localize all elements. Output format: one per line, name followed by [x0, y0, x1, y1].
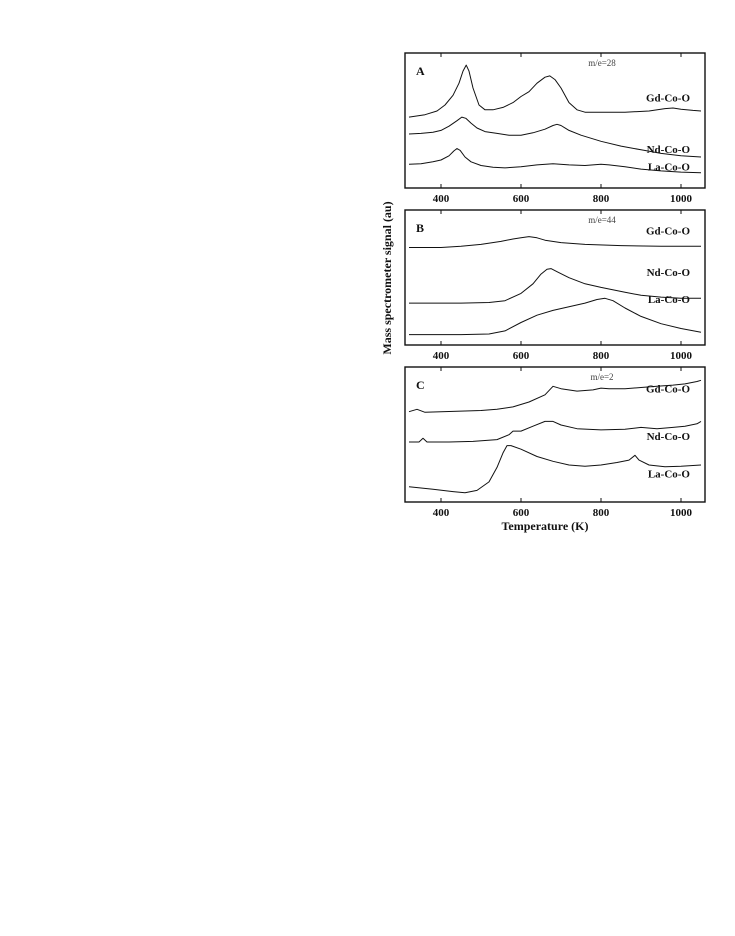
x-tick-label: 600: [513, 350, 530, 362]
x-tick-label: 400: [433, 507, 450, 519]
x-tick-label: 800: [593, 507, 610, 519]
series-label-la-co-o: La-Co-O: [648, 294, 691, 306]
series-line-gd-co-o: [408, 379, 702, 413]
x-tick-label: 800: [593, 350, 610, 362]
panel-a: Am/e=28 Gd-Co-O Nd-Co-O La-Co-O 400 600 800 100…: [404, 52, 706, 205]
panel-letter: B: [416, 221, 424, 235]
series-line-la-co-o: [409, 297, 702, 336]
series-line-nd-co-o: [409, 420, 702, 443]
x-tick-label: 400: [433, 193, 450, 205]
series-label-nd-co-o: Nd-Co-O: [647, 144, 691, 156]
x-tick-label: 400: [433, 350, 450, 362]
x-tick-label: 600: [513, 193, 530, 205]
series-line-nd-co-o: [409, 268, 701, 304]
series-line-gd-co-o: [408, 64, 702, 118]
x-tick-label: 600: [513, 507, 530, 519]
series-line-gd-co-o: [409, 236, 701, 248]
panel-frame: [404, 52, 706, 189]
x-tick-label: 1000: [670, 350, 693, 362]
series-label-gd-co-o: Gd-Co-O: [646, 225, 690, 237]
x-tick-label: 1000: [670, 193, 693, 205]
series-label-la-co-o: La-Co-O: [648, 161, 691, 173]
series-label-gd-co-o: Gd-Co-O: [646, 384, 690, 396]
series-label-gd-co-o: Gd-Co-O: [646, 93, 690, 105]
panel-frame: [404, 209, 706, 346]
panel-letter: C: [416, 378, 425, 392]
x-tick-label: 800: [593, 193, 610, 205]
panel-frame: [404, 366, 706, 503]
y-axis-title: Mass spectrometer signal (au): [380, 201, 394, 354]
series-label-nd-co-o: Nd-Co-O: [647, 431, 691, 443]
series-line-nd-co-o: [408, 116, 702, 158]
mass-ratio-note: m/e=2: [590, 372, 613, 382]
panel-c: Cm/e=2 Gd-Co-O Nd-Co-O La-Co-O 400 600 800 1000: [404, 366, 706, 519]
panel-b: Bm/e=44 Gd-Co-O Nd-Co-O La-Co-O 400 600 800 100…: [404, 209, 706, 362]
panel-letter: A: [416, 64, 425, 78]
x-axis-title: Temperature (K): [502, 519, 589, 533]
mass-ratio-note: m/e=28: [588, 58, 616, 68]
series-line-la-co-o: [408, 148, 702, 174]
x-tick-label: 1000: [670, 507, 693, 519]
series-label-la-co-o: La-Co-O: [648, 469, 691, 481]
series-label-nd-co-o: Nd-Co-O: [647, 267, 691, 279]
series-line-la-co-o: [408, 445, 702, 494]
mass-ratio-note: m/e=44: [588, 215, 616, 225]
